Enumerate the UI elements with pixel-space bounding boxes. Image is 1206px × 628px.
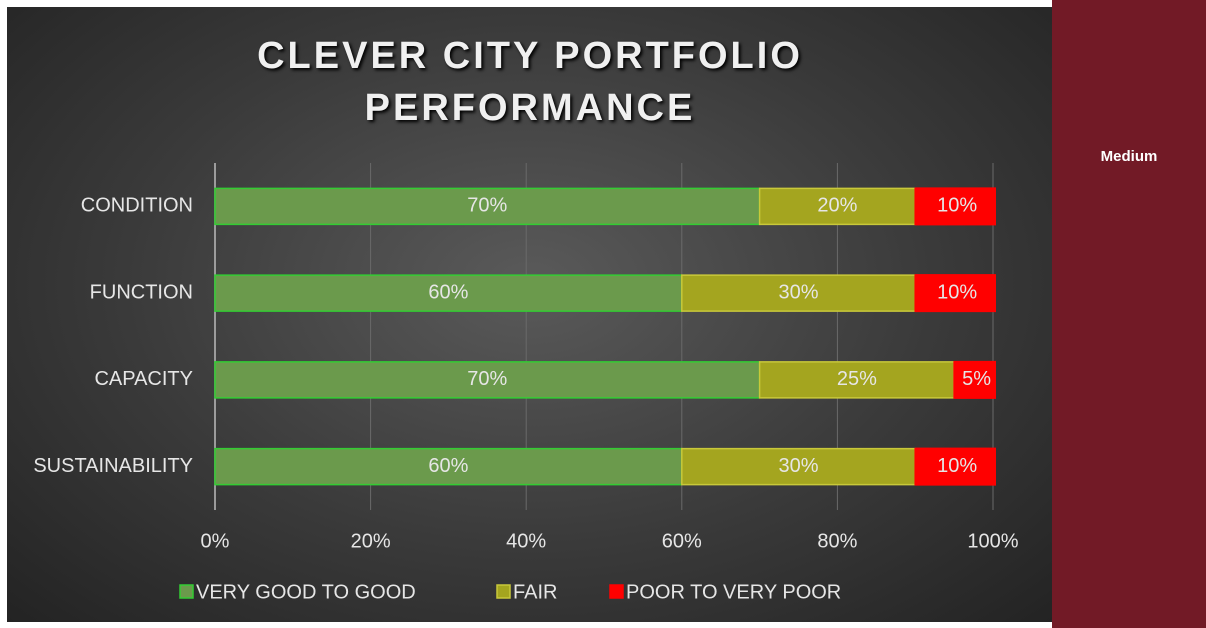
legend-swatch: [609, 584, 624, 599]
label-box: [915, 447, 996, 486]
y-tick-label: FUNCTION: [90, 281, 193, 303]
y-tick-label: CONDITION: [81, 195, 193, 217]
chart: 0% 20% 40% 60% 80% 100% CONDITION 70% 20% 10% FUNC…: [33, 163, 1019, 603]
bar-segment: [214, 187, 761, 226]
value-label: 60%: [428, 281, 468, 303]
bar-segment: [758, 187, 916, 226]
label-box: [915, 187, 996, 226]
value-label: 70%: [467, 195, 507, 217]
chart-title: CLEVER CITY PORTFOLIO PERFORMANCE: [257, 35, 803, 129]
value-label: 5%: [962, 368, 991, 390]
legend-label: POOR TO VERY POOR: [626, 581, 841, 603]
bar-segment: [758, 361, 955, 399]
side-panel: Medium: [1052, 0, 1206, 628]
value-label: 25%: [837, 368, 877, 390]
x-tick-label: 80%: [817, 530, 857, 552]
chart-background: [7, 7, 1052, 622]
value-label: 30%: [778, 281, 818, 303]
legend-label: FAIR: [513, 581, 557, 603]
value-label: 10%: [937, 195, 977, 217]
label-box: [915, 274, 996, 313]
bar-segment: [214, 361, 761, 399]
x-tick-label: 0%: [201, 530, 230, 552]
x-tick-label: 40%: [506, 530, 546, 552]
value-label: 10%: [937, 455, 977, 477]
value-label: 20%: [817, 195, 857, 217]
legend-label: VERY GOOD TO GOOD: [196, 581, 416, 603]
value-label: 10%: [937, 281, 977, 303]
y-tick-label: CAPACITY: [94, 368, 193, 390]
y-tick-label: SUSTAINABILITY: [33, 455, 193, 477]
bar-segment: [214, 274, 683, 312]
x-tick-label: 100%: [967, 530, 1018, 552]
bar-segment: [681, 274, 916, 312]
value-label: 60%: [428, 455, 468, 477]
bar-segment: [681, 447, 916, 486]
bar-segment: [214, 447, 683, 486]
value-label: 30%: [778, 455, 818, 477]
x-tick-label: 60%: [662, 530, 702, 552]
legend-swatch: [496, 584, 511, 599]
label-box: [954, 360, 996, 399]
x-tick-label: 20%: [351, 530, 391, 552]
legend-swatch: [179, 584, 194, 599]
value-label: 70%: [467, 368, 507, 390]
panel-label: Medium: [1100, 148, 1158, 165]
